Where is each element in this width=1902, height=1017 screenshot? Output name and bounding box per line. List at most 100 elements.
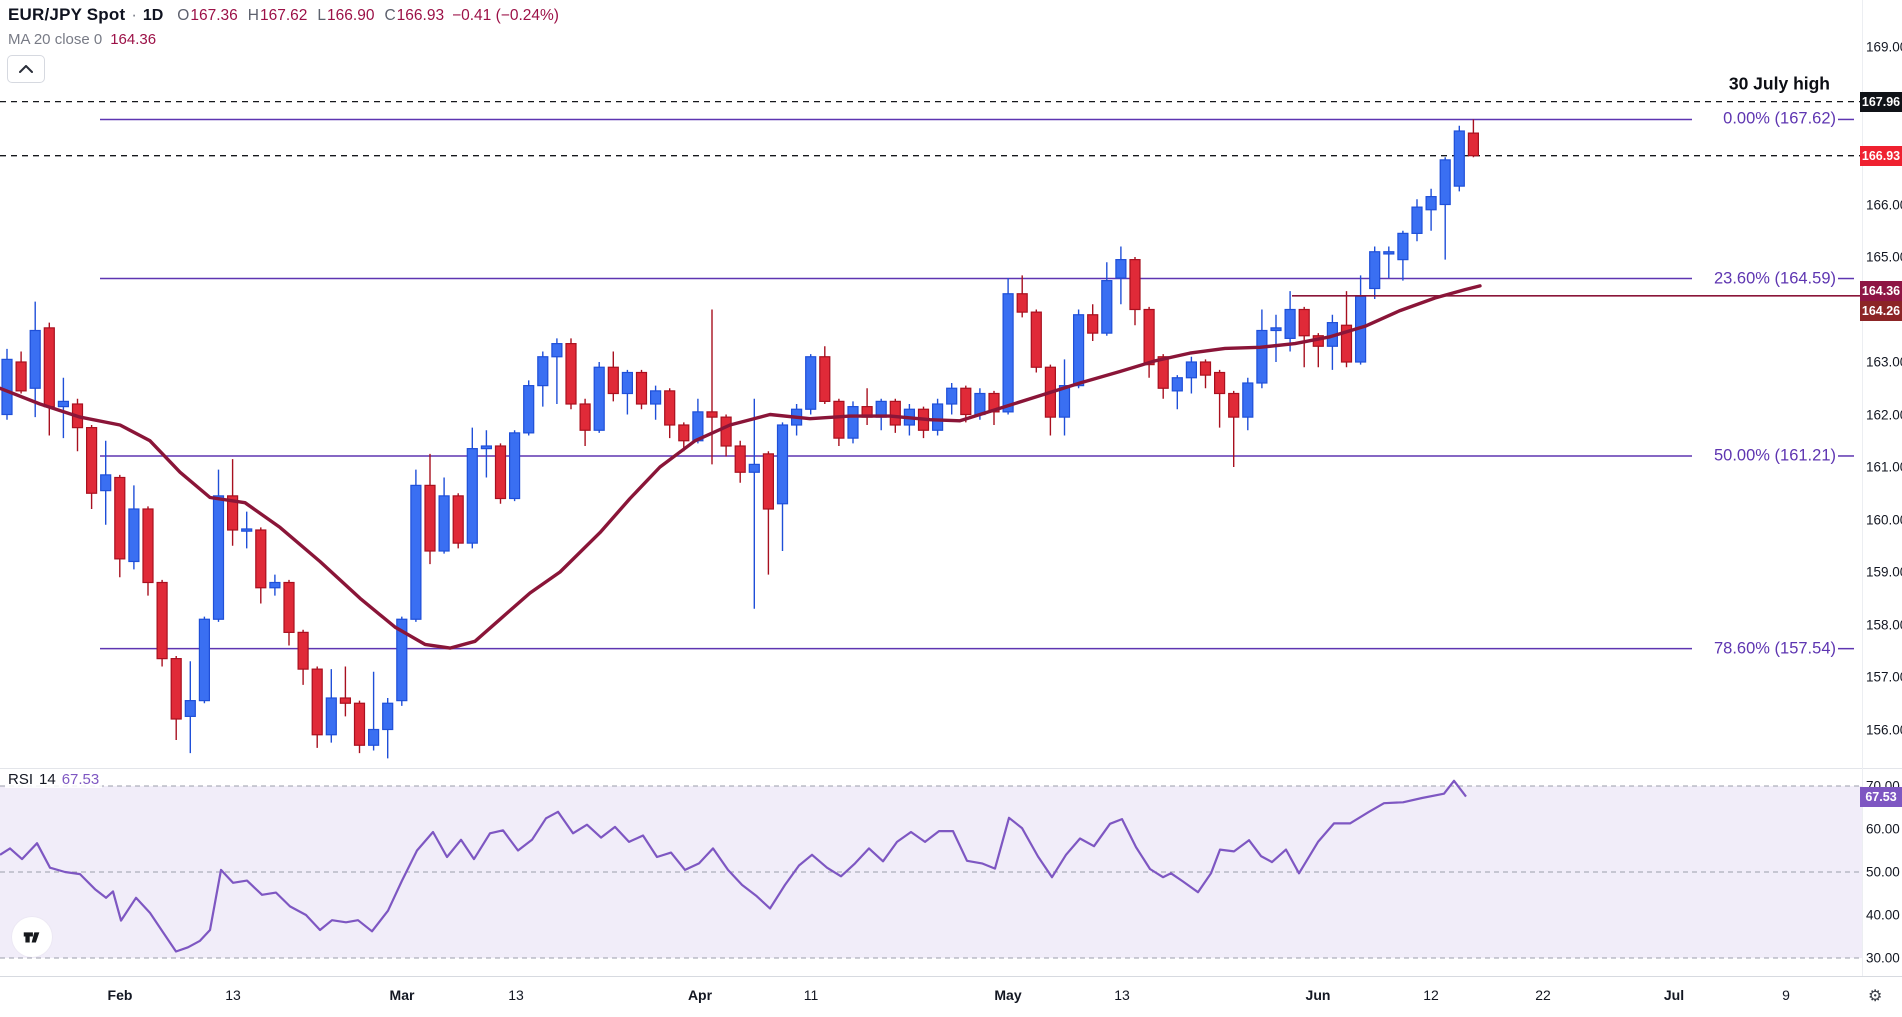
rsi-axis-label[interactable]: 30.00 bbox=[1866, 950, 1900, 966]
candle-body bbox=[452, 495, 464, 544]
candle-body bbox=[706, 411, 718, 418]
candle-body bbox=[494, 445, 507, 500]
candle-body bbox=[1453, 130, 1465, 187]
time-axis-month-label[interactable]: May bbox=[994, 987, 1022, 1003]
time-axis-day-label[interactable]: 12 bbox=[1423, 987, 1439, 1003]
candle-body bbox=[1030, 311, 1042, 368]
candle-body bbox=[466, 448, 478, 544]
candle-body bbox=[960, 387, 972, 416]
price-axis-label[interactable]: 158.00 bbox=[1866, 617, 1902, 632]
rsi-indicator-value: 67.53 bbox=[61, 771, 100, 788]
tradingview-logo[interactable] bbox=[12, 917, 52, 957]
rsi-indicator-legend[interactable]: RSI 14 67.53 bbox=[5, 771, 103, 788]
candle-body bbox=[1087, 314, 1099, 334]
price-axis-label[interactable]: 165.00 bbox=[1866, 249, 1902, 265]
candle-body bbox=[833, 400, 845, 439]
time-axis-day-label[interactable]: 13 bbox=[225, 987, 241, 1003]
price-axis-label[interactable]: 161.00 bbox=[1866, 459, 1902, 475]
price-axis-label[interactable]: 157.00 bbox=[1866, 669, 1902, 685]
tradingview-logo-icon bbox=[23, 932, 40, 943]
interval-label[interactable]: 1D bbox=[142, 7, 164, 24]
candle-body bbox=[353, 702, 366, 746]
candle-body bbox=[649, 390, 662, 405]
candle-body bbox=[1284, 308, 1296, 339]
collapse-panel-button[interactable] bbox=[7, 55, 45, 83]
candle-body bbox=[931, 403, 944, 431]
rsi-axis-label[interactable]: 40.00 bbox=[1866, 907, 1900, 923]
candle-body bbox=[198, 618, 210, 702]
candle-body bbox=[1242, 382, 1254, 418]
rsi-axis-label[interactable]: 50.00 bbox=[1866, 864, 1900, 880]
price-axis-label[interactable]: 160.00 bbox=[1866, 512, 1902, 527]
ma20-line bbox=[0, 284, 1482, 650]
time-axis-day-label[interactable]: 22 bbox=[1535, 987, 1551, 1003]
timezone-settings-gear-icon[interactable]: ⚙ bbox=[1868, 988, 1883, 1005]
candle-body bbox=[100, 474, 112, 492]
price-axis-label[interactable]: 169.00 bbox=[1866, 39, 1902, 55]
candle-body bbox=[1369, 251, 1381, 290]
candle-body bbox=[621, 371, 634, 395]
candle-body bbox=[1213, 371, 1226, 395]
candle-body bbox=[297, 631, 309, 670]
candle-body bbox=[579, 403, 591, 431]
candle-body bbox=[946, 387, 958, 405]
candle-body bbox=[156, 581, 168, 660]
price-axis-label[interactable]: 156.00 bbox=[1866, 722, 1902, 737]
candle-body bbox=[114, 476, 126, 560]
candle-body bbox=[368, 728, 380, 746]
candle-body bbox=[1298, 308, 1310, 337]
ma-indicator-label[interactable]: MA 20 close 0 bbox=[8, 31, 103, 48]
price-axis-label[interactable]: 159.00 bbox=[1866, 564, 1902, 580]
price-axis-label[interactable]: 162.00 bbox=[1866, 407, 1902, 422]
candle-body bbox=[762, 453, 775, 510]
high-price-badge: 167.96 bbox=[1860, 91, 1902, 112]
fib-level-label: 0.00% (167.62) bbox=[1723, 109, 1836, 128]
candle-body bbox=[635, 371, 648, 405]
candle-body bbox=[480, 445, 492, 450]
candle-body bbox=[269, 581, 281, 589]
candle-body bbox=[988, 392, 1000, 413]
candle-body bbox=[847, 406, 859, 439]
open-value: O167.36 bbox=[177, 7, 238, 24]
ma-indicator-legend[interactable]: MA 20 close 0 164.36 bbox=[8, 31, 156, 48]
candle-body bbox=[565, 343, 577, 405]
price-axis-label[interactable]: 163.00 bbox=[1866, 354, 1902, 370]
candle-body bbox=[255, 529, 267, 589]
candle-body bbox=[1185, 361, 1198, 379]
time-axis-day-label[interactable]: 13 bbox=[1114, 987, 1130, 1003]
time-axis-month-label[interactable]: Mar bbox=[389, 987, 415, 1003]
symbol-legend[interactable]: EUR/JPY Spot · 1D O167.36 H167.62 L166.9… bbox=[8, 5, 559, 25]
time-axis-month-label[interactable]: Feb bbox=[107, 987, 133, 1003]
candle-body bbox=[1439, 159, 1451, 206]
candle-body bbox=[57, 400, 70, 408]
rsi-indicator-period: 14 bbox=[39, 771, 56, 788]
ray-value-badge: 164.26 bbox=[1860, 300, 1902, 321]
candle-body bbox=[1228, 392, 1240, 418]
candle-body bbox=[241, 528, 253, 532]
fib-level-label: 78.60% (157.54) bbox=[1713, 639, 1836, 658]
symbol-name[interactable]: EUR/JPY Spot bbox=[8, 5, 126, 24]
rsi-axis-label[interactable]: 60.00 bbox=[1866, 821, 1900, 837]
time-axis-month-label[interactable]: Jul bbox=[1663, 987, 1685, 1003]
candle-body bbox=[1143, 308, 1155, 366]
time-axis-month-label[interactable]: Apr bbox=[687, 987, 713, 1003]
time-axis-day-label[interactable]: 13 bbox=[508, 987, 524, 1003]
low-value: L166.90 bbox=[317, 7, 375, 24]
candle-body bbox=[339, 697, 351, 704]
time-axis-month-label[interactable]: Jun bbox=[1305, 987, 1331, 1003]
last-price-badge: 166.93 bbox=[1860, 145, 1902, 166]
price-axis-label[interactable]: 166.00 bbox=[1866, 197, 1902, 212]
candlestick-series bbox=[1, 119, 1480, 759]
candle-body bbox=[720, 416, 732, 447]
candle-body bbox=[184, 700, 196, 717]
candle-body bbox=[1256, 329, 1268, 384]
rsi-indicator-name[interactable]: RSI bbox=[8, 771, 34, 788]
time-axis-day-label[interactable]: 9 bbox=[1782, 987, 1790, 1003]
ma-value-badge: 164.36 bbox=[1860, 280, 1902, 301]
candle-body bbox=[1397, 232, 1409, 261]
candle-body bbox=[607, 366, 619, 395]
time-axis-day-label[interactable]: 11 bbox=[803, 987, 819, 1003]
candle-body bbox=[805, 356, 817, 410]
